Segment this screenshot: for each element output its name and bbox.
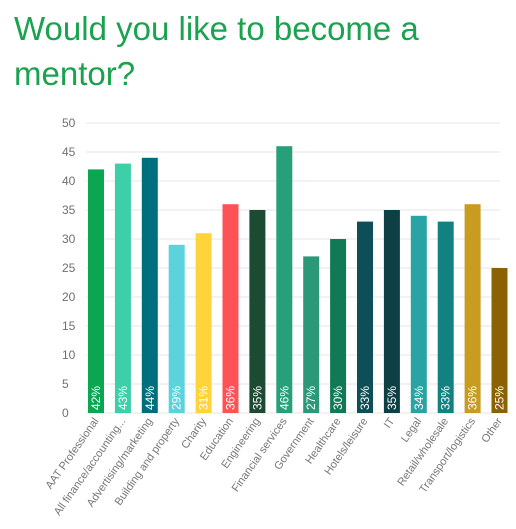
bar: [330, 239, 347, 413]
data-labels: 42% 43% 44% 29% 31% 36% 35% 46% 27% 30% 33% 35% 34% 3…: [89, 386, 507, 410]
category-label: IT: [382, 416, 398, 431]
y-tick-label: 35: [62, 203, 76, 217]
bar-data-label: 36%: [224, 386, 238, 410]
y-tick-label: 40: [62, 174, 76, 188]
bar-data-label: 29%: [170, 386, 184, 410]
category-label: Legal: [399, 416, 424, 445]
bar-data-label: 34%: [412, 386, 426, 410]
bar: [357, 221, 373, 413]
y-tick-label: 30: [62, 232, 76, 246]
bar: [491, 268, 508, 413]
y-tick-label: 10: [62, 348, 76, 362]
bar: [276, 146, 293, 413]
y-tick-label: 20: [62, 290, 76, 304]
bar-data-label: 30%: [331, 386, 345, 410]
bar-data-label: 31%: [197, 386, 211, 410]
bar: [141, 157, 158, 413]
bar: [303, 256, 320, 413]
bar-data-label: 25%: [493, 386, 507, 410]
chart-title: Would you like to become a mentor?: [14, 10, 419, 92]
y-tick-label: 45: [62, 145, 76, 159]
y-tick-label: 0: [62, 406, 69, 420]
bar-data-label: 35%: [250, 386, 264, 410]
bar-data-label: 46%: [277, 386, 291, 410]
bar-data-label: 43%: [116, 386, 130, 410]
y-tick-label: 50: [62, 116, 76, 130]
bars: [88, 146, 508, 413]
bar: [383, 210, 400, 413]
bar-data-label: 44%: [143, 386, 157, 410]
bar-data-label: 42%: [89, 386, 103, 410]
bar-data-label: 33%: [439, 386, 453, 410]
y-tick-label: 5: [62, 377, 69, 391]
bar: [195, 233, 212, 413]
bar: [114, 163, 131, 413]
bar: [437, 221, 454, 413]
bar: [410, 215, 427, 413]
y-axis-ticks: 0 5 10 15 20 25 30 35 40 45 50: [62, 116, 76, 420]
bar: [88, 169, 104, 413]
bar: [249, 210, 266, 413]
bar-data-label: 35%: [385, 386, 399, 410]
y-tick-label: 15: [62, 319, 76, 333]
bar-data-label: 33%: [358, 386, 372, 410]
y-tick-label: 25: [62, 261, 76, 275]
bar-data-label: 36%: [466, 386, 480, 410]
bar-data-label: 27%: [304, 386, 318, 410]
bar: [222, 204, 239, 413]
bar: [464, 204, 481, 413]
category-label: Other: [479, 416, 505, 446]
bar: [168, 244, 185, 413]
